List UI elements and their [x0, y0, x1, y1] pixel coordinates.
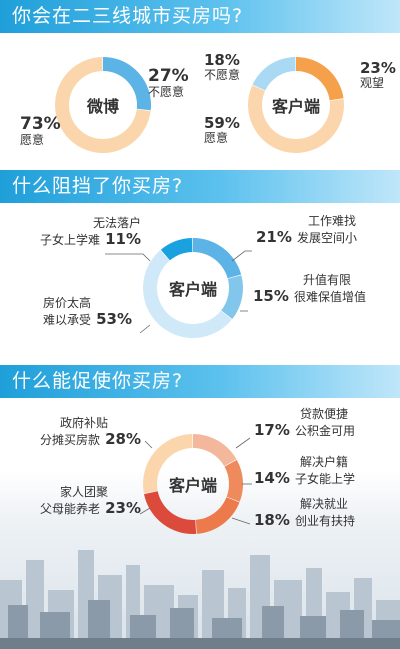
donut-slice	[192, 238, 242, 279]
slice-pct: 28%	[105, 430, 142, 449]
slice-pct: 18%	[204, 51, 240, 69]
slice-text-line1: 房价太高	[43, 296, 92, 310]
donut-slice	[247, 85, 344, 154]
leader-line	[235, 437, 251, 449]
slice-pct: 73%	[20, 114, 61, 134]
slice-label: 房价太高 难以承受 53%	[43, 296, 133, 329]
slice-text-line1: 贷款便捷	[300, 407, 349, 421]
slice-pct: 59%	[204, 114, 240, 132]
chart-1-area: 微博 27% 不愿意 73% 愿意 客户端 18% 不愿意 23% 观望 59%…	[0, 33, 400, 170]
slice-pct: 14%	[254, 469, 290, 488]
slice-text-line2: 创业有扶持	[295, 514, 356, 529]
slice-label: 无法落户 子女上学难 11%	[40, 216, 142, 249]
donut-slice	[224, 459, 243, 502]
leader-line	[139, 324, 151, 334]
slice-label: 解决就业 18% 创业有扶持	[254, 497, 356, 530]
donut-slice	[54, 57, 151, 153]
slice-text: 观望	[360, 75, 385, 90]
slice-text: 愿意	[204, 130, 229, 145]
leader-line	[144, 440, 153, 449]
slice-label: 解决户籍 14% 子女能上学	[254, 455, 356, 488]
slice-text-line2: 很难保值增值	[294, 290, 367, 305]
slice-text-line1: 升值有限	[303, 273, 352, 287]
donut-slice	[221, 275, 243, 320]
slice-text: 愿意	[20, 132, 45, 147]
slice-pct: 17%	[254, 421, 290, 440]
section-title-3: 什么能促使你买房?	[0, 365, 400, 398]
donut-center-label: 客户端	[271, 97, 321, 116]
slice-pct: 23%	[105, 499, 142, 518]
slice-label: 工作难找 21% 发展空间小	[256, 214, 358, 247]
slice-label: 升值有限 15% 很难保值增值	[253, 273, 367, 306]
slice-pct: 11%	[105, 230, 142, 249]
slice-text-line1: 政府补贴	[60, 416, 109, 430]
donut-slice	[103, 57, 152, 111]
slice-text-line2: 父母能养老	[40, 502, 101, 517]
donut-slice	[195, 497, 240, 534]
donut-slice	[144, 491, 197, 534]
slice-text-line2: 难以承受	[43, 313, 92, 328]
slice-text-line2: 发展空间小	[297, 231, 358, 246]
slice-label-willing: 59% 愿意	[204, 115, 240, 145]
slice-pct: 18%	[254, 511, 290, 530]
slice-text-line1: 工作难找	[308, 214, 357, 228]
slice-text-line2: 公积金可用	[295, 424, 356, 439]
chart-3-area: 客户端 政府补贴 分摊买房款 28% 贷款便捷 17% 公积金可用 解决户籍 1…	[0, 398, 400, 548]
slice-text-line1: 家人团聚	[60, 485, 109, 499]
chart-2-area: 客户端 无法落户 子女上学难 11% 工作难找 21% 发展空间小 升值有限 1…	[0, 203, 400, 365]
donut-center-label: 客户端	[168, 476, 218, 495]
slice-text-line1: 解决就业	[300, 497, 349, 511]
slice-pct: 23%	[360, 59, 396, 77]
slice-label: 政府补贴 分摊买房款 28%	[40, 416, 142, 449]
section-title-2: 什么阻挡了你买房?	[0, 170, 400, 203]
donut-slice	[160, 238, 193, 261]
slice-label-unwilling: 18% 不愿意	[204, 52, 240, 82]
slice-pct: 53%	[96, 310, 133, 329]
leader-line	[139, 507, 151, 515]
slice-text-line2: 子女上学难	[40, 233, 101, 248]
leader-line	[105, 253, 151, 262]
leader-line	[231, 517, 251, 525]
donut-center-label: 微博	[86, 97, 120, 116]
donut-slice	[143, 250, 232, 338]
slice-label-unwilling: 27% 不愿意	[148, 67, 189, 99]
city-skyline-image	[0, 550, 400, 649]
slice-pct: 21%	[256, 228, 292, 247]
section-title-1: 你会在二三线城市买房吗?	[0, 0, 400, 33]
slice-label: 贷款便捷 17% 公积金可用	[254, 407, 356, 440]
slice-text: 不愿意	[204, 67, 241, 82]
donut-center-label: 客户端	[168, 280, 218, 299]
donut-slice	[252, 57, 296, 91]
slice-text-line1: 无法落户	[93, 216, 142, 230]
slice-label-wait: 23% 观望	[360, 60, 396, 90]
donut-slice	[143, 434, 193, 494]
donut-chart-weibo	[54, 57, 344, 154]
slice-pct: 15%	[253, 287, 289, 306]
donut-slice	[193, 434, 237, 467]
slice-label: 家人团聚 父母能养老 23%	[40, 485, 142, 518]
donut-slice	[296, 57, 344, 101]
slice-text-line2: 分摊买房款	[40, 433, 101, 448]
slice-text-line1: 解决户籍	[300, 455, 349, 469]
slice-label-willing: 73% 愿意	[20, 115, 61, 147]
donut-chart-incentives	[139, 434, 252, 534]
leader-line	[231, 250, 252, 262]
slice-text: 不愿意	[148, 84, 185, 99]
slice-text-line2: 子女能上学	[295, 472, 356, 487]
slice-pct: 27%	[148, 66, 189, 86]
donut-chart-obstacles	[105, 238, 252, 338]
